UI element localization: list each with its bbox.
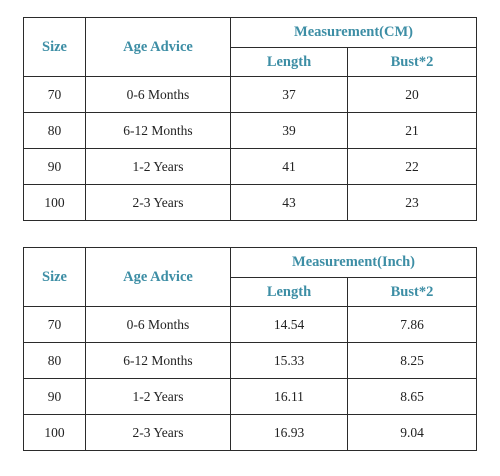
length-cell: 37 xyxy=(230,76,348,113)
size-cell: 90 xyxy=(23,148,86,185)
age-cell: 6-12 Months xyxy=(85,112,231,149)
length-cell: 14.54 xyxy=(230,306,348,343)
size-chart-inch-table: Size Age Advice Measurement(Inch) Length… xyxy=(23,247,477,451)
bust-header: Bust*2 xyxy=(347,277,477,307)
bust-cell: 7.86 xyxy=(347,306,477,343)
table-row: 90 1-2 Years 16.11 8.65 xyxy=(23,378,477,415)
bust-cell: 21 xyxy=(346,112,478,149)
age-cell: 6-12 Months xyxy=(85,342,231,379)
bust-cell: 20 xyxy=(346,76,478,113)
bust-cell: 22 xyxy=(346,148,478,185)
length-header: Length xyxy=(230,47,348,77)
bust-cell: 8.65 xyxy=(347,378,477,415)
age-cell: 0-6 Months xyxy=(85,306,231,343)
age-cell: 0-6 Months xyxy=(85,76,231,113)
bust-cell: 23 xyxy=(346,184,478,221)
age-cell: 2-3 Years xyxy=(85,414,231,451)
size-cell: 90 xyxy=(23,378,86,415)
length-header: Length xyxy=(230,277,348,307)
size-header: Size xyxy=(23,247,86,307)
length-cell: 43 xyxy=(230,184,348,221)
table-subheader-row: Length Bust*2 xyxy=(24,47,478,77)
bust-header: Bust*2 xyxy=(346,47,478,77)
table-row: 100 2-3 Years 16.93 9.04 xyxy=(23,414,477,451)
table-subheader-row: Length Bust*2 xyxy=(24,277,477,307)
bust-cell: 8.25 xyxy=(347,342,477,379)
table-row: 70 0-6 Months 14.54 7.86 xyxy=(23,306,477,343)
measurement-header: Measurement(Inch) xyxy=(230,247,477,278)
length-cell: 39 xyxy=(230,112,348,149)
length-cell: 41 xyxy=(230,148,348,185)
table-row: 70 0-6 Months 37 20 xyxy=(23,76,478,113)
size-chart-cm-table: Size Age Advice Measurement(CM) Length B… xyxy=(23,17,478,221)
measurement-header: Measurement(CM) xyxy=(229,17,478,48)
size-cell: 70 xyxy=(23,306,86,343)
length-cell: 16.11 xyxy=(230,378,348,415)
length-cell: 15.33 xyxy=(230,342,348,379)
length-cell: 16.93 xyxy=(230,414,348,451)
size-cell: 100 xyxy=(23,184,86,221)
size-cell: 80 xyxy=(23,112,86,149)
age-advice-header: Age Advice xyxy=(85,17,231,77)
table-row: 80 6-12 Months 15.33 8.25 xyxy=(23,342,477,379)
age-cell: 1-2 Years xyxy=(85,378,231,415)
age-cell: 1-2 Years xyxy=(85,148,231,185)
table-row: 100 2-3 Years 43 23 xyxy=(23,184,478,221)
size-header: Size xyxy=(23,17,86,77)
table-header-row: Size Age Advice Measurement(Inch) xyxy=(23,247,477,307)
age-advice-header: Age Advice xyxy=(85,247,231,307)
size-cell: 70 xyxy=(23,76,86,113)
table-row: 90 1-2 Years 41 22 xyxy=(23,148,478,185)
age-cell: 2-3 Years xyxy=(85,184,231,221)
size-cell: 80 xyxy=(23,342,86,379)
bust-cell: 9.04 xyxy=(347,414,477,451)
size-cell: 100 xyxy=(23,414,86,451)
table-row: 80 6-12 Months 39 21 xyxy=(23,112,478,149)
table-header-row: Size Age Advice Measurement(CM) xyxy=(23,17,478,77)
